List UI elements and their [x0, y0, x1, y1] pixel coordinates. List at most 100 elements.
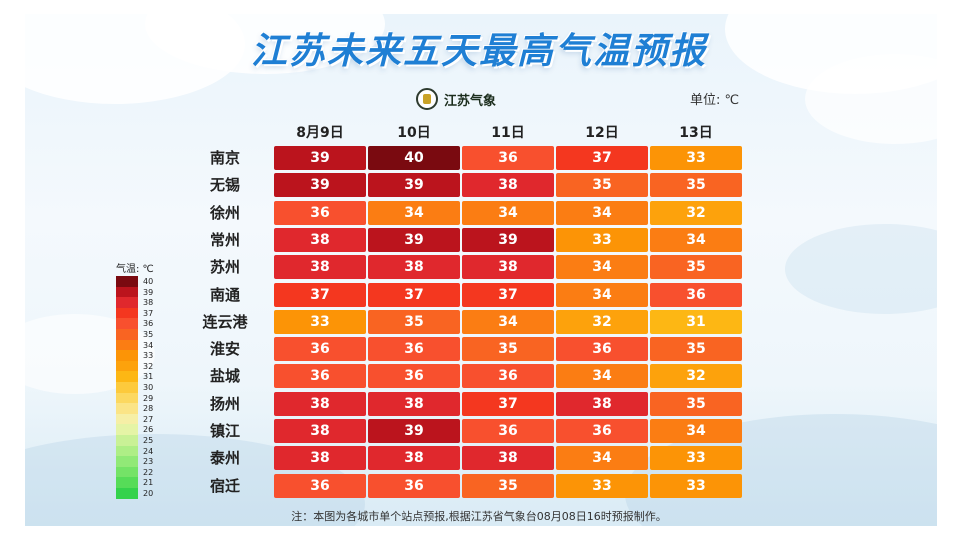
legend-tick-label: 24 — [143, 446, 154, 456]
temperature-cell: 38 — [462, 255, 554, 280]
city-label: 泰州 — [209, 449, 240, 468]
temperature-cell: 39 — [368, 173, 460, 198]
legend-tick-label: 38 — [143, 298, 154, 308]
temperature-cell: 36 — [556, 337, 648, 362]
legend-tick-label: 39 — [143, 287, 154, 297]
temperature-cell: 34 — [650, 227, 742, 252]
temperature-cell: 31 — [650, 309, 742, 334]
legend-tick-label: 30 — [143, 383, 154, 392]
city-label: 徐州 — [209, 203, 240, 222]
city-label: 宿迁 — [209, 476, 240, 495]
legend-swatch — [116, 339, 138, 351]
temperature-cell: 39 — [274, 173, 366, 198]
temperature-cell: 32 — [650, 200, 742, 225]
temperature-cell: 36 — [368, 337, 460, 362]
legend-swatch — [116, 297, 138, 309]
temperature-cell: 35 — [462, 337, 554, 362]
logo-text: 江苏气象 — [444, 93, 497, 109]
legend-tick-label: 36 — [143, 319, 154, 329]
legend-swatch — [116, 445, 138, 457]
city-label: 盐城 — [209, 367, 240, 386]
temperature-cell: 36 — [274, 200, 366, 225]
legend-tick-label: 26 — [143, 425, 154, 435]
temperature-cell: 38 — [556, 391, 648, 416]
legend-tick-label: 40 — [143, 277, 154, 286]
chart-title: 江苏未来五天最高气温预报 — [250, 31, 707, 72]
temperature-cell: 34 — [650, 419, 742, 443]
temperature-cell: 37 — [556, 146, 648, 170]
temperature-cell: 39 — [368, 227, 460, 252]
legend-swatch — [116, 477, 138, 489]
day-header: 8月9日 — [296, 125, 344, 141]
temperature-cell: 39 — [274, 146, 366, 170]
temperature-cell: 35 — [556, 173, 648, 198]
legend-swatch — [116, 392, 138, 404]
temperature-cell: 33 — [556, 227, 648, 252]
legend-swatch — [116, 413, 138, 425]
legend-swatch — [116, 403, 138, 415]
temperature-cell: 39 — [462, 227, 554, 252]
temperature-cell: 36 — [274, 337, 366, 362]
legend-tick-label: 22 — [143, 467, 154, 477]
legend-swatch — [116, 424, 138, 436]
temperature-cell: 39 — [368, 419, 460, 443]
city-label: 常州 — [209, 230, 240, 249]
legend-tick-label: 25 — [143, 436, 154, 445]
temperature-cell: 33 — [556, 473, 648, 498]
temperature-cell: 37 — [274, 282, 366, 307]
legend-swatch — [116, 488, 138, 500]
day-header: 10日 — [397, 125, 431, 141]
legend-swatch — [116, 276, 138, 288]
legend-swatch — [116, 286, 138, 298]
temperature-cell: 34 — [556, 446, 648, 471]
legend-swatch — [116, 382, 138, 394]
temperature-cell: 36 — [274, 473, 366, 498]
temperature-cell: 36 — [368, 473, 460, 498]
temperature-cell: 37 — [368, 282, 460, 307]
legend-swatch — [116, 318, 138, 330]
temperature-cell: 36 — [462, 364, 554, 389]
temperature-cell: 38 — [368, 391, 460, 416]
temperature-cell: 35 — [650, 173, 742, 198]
day-header: 11日 — [491, 125, 525, 141]
city-label: 苏州 — [209, 258, 240, 277]
temperature-cell: 33 — [274, 309, 366, 334]
temperature-cell: 35 — [368, 309, 460, 334]
legend-tick-label: 29 — [143, 393, 154, 403]
temperature-cell: 35 — [650, 255, 742, 280]
legend-swatch — [116, 350, 138, 362]
legend-tick-label: 32 — [143, 361, 154, 371]
temperature-cell: 38 — [274, 391, 366, 416]
legend-tick-label: 31 — [143, 372, 154, 382]
temperature-cell: 38 — [368, 255, 460, 280]
temperature-cell: 34 — [462, 309, 554, 334]
temperature-cell: 35 — [462, 473, 554, 498]
legend-tick-label: 35 — [143, 330, 154, 339]
city-label: 淮安 — [209, 340, 240, 359]
temperature-cell: 38 — [274, 446, 366, 471]
legend-title: 气温: ℃ — [116, 264, 154, 275]
temperature-cell: 32 — [556, 309, 648, 334]
temperature-cell: 33 — [650, 446, 742, 471]
temperature-cell: 32 — [650, 364, 742, 389]
legend-tick-label: 28 — [143, 404, 154, 414]
legend-tick-label: 23 — [143, 457, 154, 467]
temperature-cell: 34 — [556, 282, 648, 307]
legend-swatch — [116, 307, 138, 319]
city-label: 镇江 — [209, 422, 240, 440]
temperature-cell: 33 — [650, 473, 742, 498]
legend-tick-label: 21 — [143, 478, 154, 488]
temperature-cell: 34 — [368, 200, 460, 225]
temperature-cell: 35 — [650, 337, 742, 362]
legend-tick-label: 27 — [143, 414, 154, 424]
city-label: 南京 — [209, 149, 240, 167]
temperature-cell: 38 — [462, 173, 554, 198]
day-header: 12日 — [585, 125, 619, 141]
temperature-cell: 36 — [274, 364, 366, 389]
temperature-cell: 38 — [462, 446, 554, 471]
legend-tick-label: 33 — [143, 351, 154, 361]
temperature-cell: 33 — [650, 146, 742, 170]
legend-swatch — [116, 371, 138, 383]
legend-tick-label: 20 — [143, 489, 154, 498]
city-label: 无锡 — [209, 176, 240, 195]
